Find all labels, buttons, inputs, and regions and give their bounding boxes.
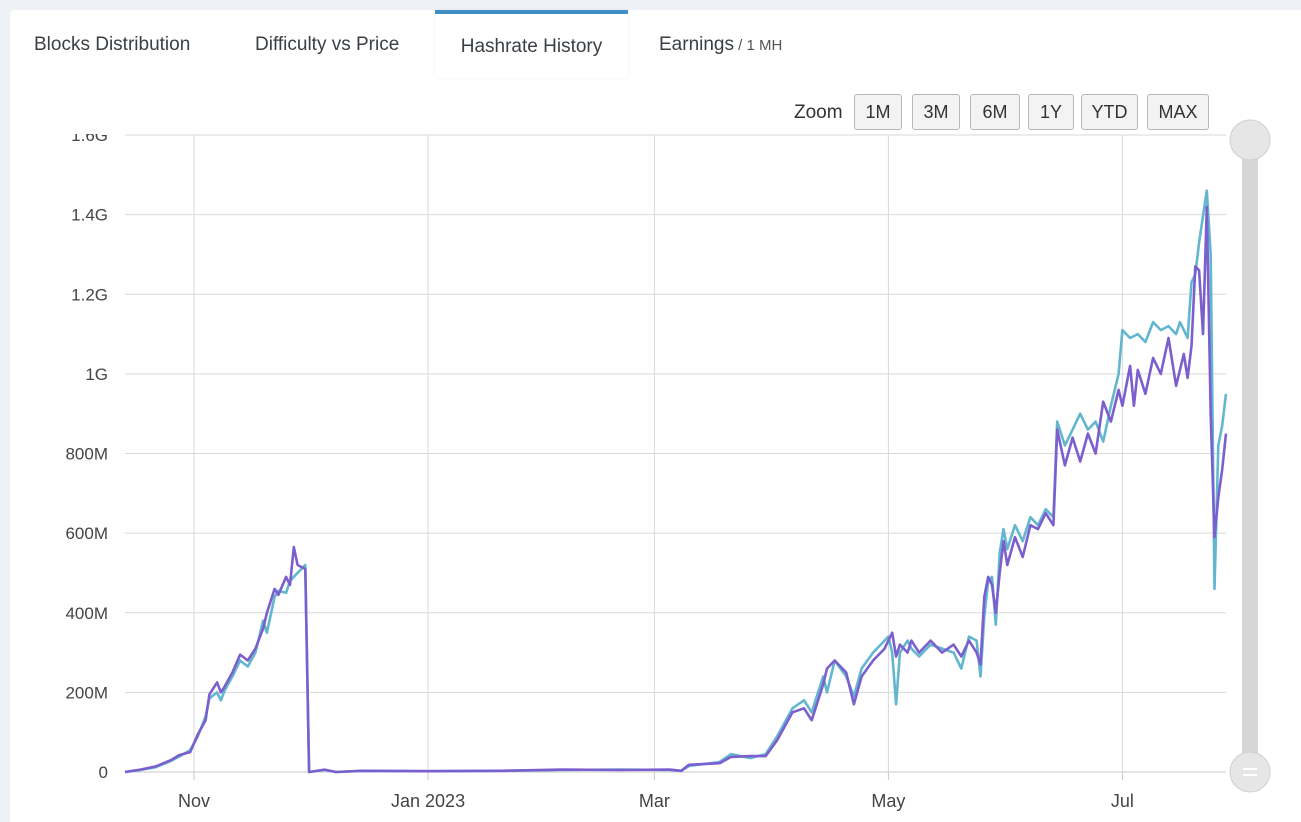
y-tick-label: 200M bbox=[65, 683, 108, 702]
zoom-1y-button[interactable]: 1Y bbox=[1028, 94, 1074, 130]
tab-earnings[interactable]: Earnings / 1 MH bbox=[659, 10, 782, 74]
y-tick-label: 1G bbox=[85, 365, 108, 384]
scrollbar-top-handle[interactable] bbox=[1229, 119, 1271, 161]
tab-blocks-distribution[interactable]: Blocks Distribution bbox=[34, 10, 190, 74]
tab-label: Earnings bbox=[659, 34, 734, 55]
x-tick-label: May bbox=[871, 791, 905, 811]
y-tick-label: 600M bbox=[65, 524, 108, 543]
tab-sublabel: / 1 MH bbox=[734, 37, 783, 54]
tab-label: Difficulty vs Price bbox=[255, 34, 400, 55]
zoom-3m-button[interactable]: 3M bbox=[912, 94, 960, 130]
y-tick-label: 0 bbox=[99, 763, 108, 782]
x-tick-label: Mar bbox=[639, 791, 670, 811]
zoom-ytd-button[interactable]: YTD bbox=[1081, 94, 1138, 130]
tab-label: Blocks Distribution bbox=[34, 34, 191, 55]
x-tick-label: Nov bbox=[178, 791, 210, 811]
y-tick-label: 1.6G bbox=[71, 126, 108, 145]
series-line-2 bbox=[124, 205, 1228, 774]
scrollbar-track[interactable] bbox=[1242, 140, 1258, 770]
y-tick-label: 400M bbox=[65, 604, 108, 623]
x-axis: Nov Jan 2023 Mar May Jul bbox=[178, 772, 1134, 811]
series-line-1 bbox=[124, 189, 1228, 774]
tab-difficulty-vs-price[interactable]: Difficulty vs Price bbox=[255, 10, 399, 74]
navigator-scrollbar[interactable] bbox=[1229, 119, 1271, 793]
zoom-1m-button[interactable]: 1M bbox=[854, 94, 902, 130]
x-tick-label: Jul bbox=[1111, 791, 1134, 811]
tab-label: Hashrate History bbox=[460, 36, 603, 57]
tab-hashrate-history[interactable]: Hashrate History bbox=[435, 10, 628, 78]
y-axis: 0 200M 400M 600M 800M 1G 1.2G 1.4G 1.6G bbox=[65, 126, 108, 782]
y-tick-label: 1.4G bbox=[71, 206, 108, 225]
zoom-max-button[interactable]: MAX bbox=[1147, 94, 1209, 130]
y-tick-label: 800M bbox=[65, 445, 108, 464]
grid-lines bbox=[125, 134, 1226, 773]
scrollbar-bottom-handle[interactable] bbox=[1229, 751, 1271, 793]
tab-bar: Blocks Distribution Difficulty vs Price … bbox=[10, 10, 1301, 78]
series-lines bbox=[124, 189, 1228, 774]
x-tick-label: Jan 2023 bbox=[391, 791, 465, 811]
zoom-label: Zoom bbox=[794, 102, 843, 123]
zoom-6m-button[interactable]: 6M bbox=[970, 94, 1020, 130]
y-tick-label: 1.2G bbox=[71, 285, 108, 304]
